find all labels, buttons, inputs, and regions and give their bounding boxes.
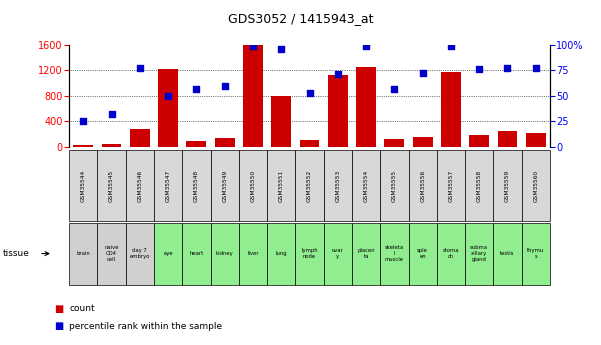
Text: GSM35555: GSM35555 bbox=[392, 169, 397, 201]
Text: skeleta
l
muscle: skeleta l muscle bbox=[385, 245, 404, 262]
Point bbox=[220, 83, 230, 88]
Text: GSM35551: GSM35551 bbox=[279, 169, 284, 201]
Text: sple
en: sple en bbox=[417, 248, 428, 259]
Text: GSM35557: GSM35557 bbox=[448, 169, 453, 201]
Text: percentile rank within the sample: percentile rank within the sample bbox=[69, 322, 222, 331]
Bar bbox=[441, 71, 461, 147]
Bar bbox=[271, 96, 291, 147]
Text: naive
CD4
cell: naive CD4 cell bbox=[105, 245, 119, 262]
Point bbox=[192, 86, 201, 91]
Bar bbox=[328, 75, 348, 147]
Bar bbox=[526, 133, 546, 147]
Point bbox=[531, 66, 540, 71]
Point bbox=[107, 111, 117, 117]
Text: lung: lung bbox=[275, 251, 287, 256]
Bar bbox=[158, 69, 178, 147]
Point bbox=[135, 66, 145, 71]
Text: day 7
embryо: day 7 embryо bbox=[130, 248, 150, 259]
Text: GSM35545: GSM35545 bbox=[109, 169, 114, 201]
Text: GSM35546: GSM35546 bbox=[137, 169, 142, 201]
Point bbox=[502, 66, 512, 71]
Bar bbox=[356, 67, 376, 147]
Bar bbox=[73, 145, 93, 147]
Text: GSM35548: GSM35548 bbox=[194, 169, 199, 201]
Point bbox=[79, 118, 88, 124]
Text: ■: ■ bbox=[54, 304, 63, 314]
Point bbox=[446, 43, 456, 49]
Text: GSM35558: GSM35558 bbox=[477, 169, 482, 201]
Text: ■: ■ bbox=[54, 321, 63, 331]
Bar bbox=[186, 141, 206, 147]
Bar bbox=[130, 129, 150, 147]
Text: brain: brain bbox=[76, 251, 90, 256]
Text: GSM35553: GSM35553 bbox=[335, 169, 340, 201]
Bar bbox=[498, 131, 517, 147]
Point bbox=[276, 46, 286, 52]
Text: GSM35544: GSM35544 bbox=[81, 169, 86, 201]
Text: stoma
ch: stoma ch bbox=[443, 248, 459, 259]
Text: GDS3052 / 1415943_at: GDS3052 / 1415943_at bbox=[228, 12, 373, 26]
Text: tissue: tissue bbox=[3, 249, 30, 258]
Bar bbox=[215, 138, 234, 147]
Bar bbox=[243, 45, 263, 147]
Point bbox=[163, 93, 173, 99]
Text: GSM35560: GSM35560 bbox=[533, 169, 538, 201]
Text: GSM35552: GSM35552 bbox=[307, 169, 312, 201]
Point bbox=[474, 67, 484, 72]
Text: thymu
s: thymu s bbox=[527, 248, 545, 259]
Bar bbox=[102, 144, 121, 147]
Text: subma
xillary
gland: subma xillary gland bbox=[470, 245, 488, 262]
Point bbox=[418, 71, 427, 76]
Bar bbox=[385, 139, 404, 147]
Bar bbox=[413, 137, 433, 147]
Text: ovar
y: ovar y bbox=[332, 248, 344, 259]
Bar bbox=[469, 136, 489, 147]
Text: GSM35550: GSM35550 bbox=[251, 169, 255, 201]
Text: heart: heart bbox=[189, 251, 204, 256]
Text: GSM35559: GSM35559 bbox=[505, 169, 510, 201]
Text: GSM35554: GSM35554 bbox=[364, 169, 368, 201]
Text: liver: liver bbox=[247, 251, 259, 256]
Point bbox=[248, 43, 258, 49]
Point bbox=[333, 72, 343, 77]
Text: kidney: kidney bbox=[216, 251, 234, 256]
Text: GSM35549: GSM35549 bbox=[222, 169, 227, 201]
Point bbox=[305, 90, 314, 96]
Text: count: count bbox=[69, 304, 95, 313]
Point bbox=[389, 86, 399, 91]
Text: testis: testis bbox=[500, 251, 514, 256]
Text: eye: eye bbox=[163, 251, 173, 256]
Point bbox=[361, 43, 371, 49]
Text: GSM35547: GSM35547 bbox=[166, 169, 171, 201]
Text: placen
ta: placen ta bbox=[357, 248, 375, 259]
Bar bbox=[300, 140, 319, 147]
Text: GSM35556: GSM35556 bbox=[420, 169, 425, 201]
Text: lymph
node: lymph node bbox=[301, 248, 318, 259]
